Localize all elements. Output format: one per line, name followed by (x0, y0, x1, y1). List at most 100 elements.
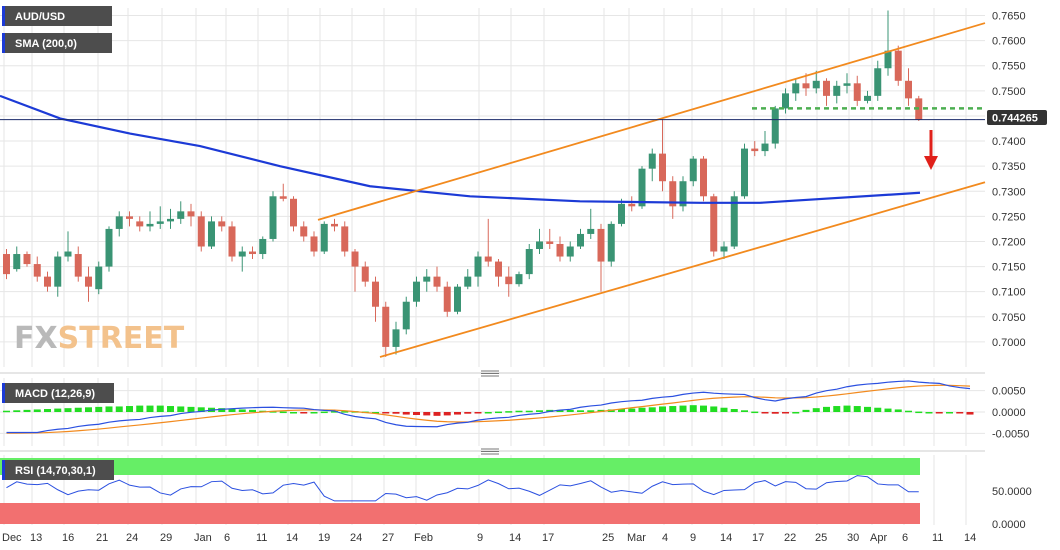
date-tick-label: Apr (870, 532, 887, 544)
rsi-axis: 50.0000 0.0000 (992, 486, 1032, 531)
candle-body (546, 241, 554, 244)
candle-body (64, 251, 72, 257)
candle-body (669, 181, 677, 207)
macd-histogram-bar (13, 410, 21, 412)
resize-handle[interactable] (481, 370, 499, 377)
candle-body (454, 286, 461, 312)
macd-histogram-bar (392, 412, 400, 414)
date-tick-label: 14 (720, 532, 732, 544)
candle-body (341, 226, 349, 252)
candle-body (197, 216, 205, 247)
macd-histogram-bar (864, 406, 871, 412)
date-tick-label: 17 (542, 532, 554, 544)
resize-handle[interactable] (481, 448, 499, 455)
macd-histogram-bar (464, 412, 472, 414)
price-tick-label: 0.7600 (992, 36, 1026, 48)
candle-body (361, 266, 369, 282)
macd-histogram-bar (290, 412, 297, 414)
candle-body (423, 276, 431, 282)
candle-body (279, 196, 287, 199)
macd-histogram-bar (372, 412, 379, 414)
price-tick-label: 0.7350 (992, 161, 1026, 173)
rsi-legend[interactable]: RSI (14,70,30,1) (2, 460, 114, 480)
channel-lower-line (379, 181, 986, 358)
date-tick-label: 24 (350, 532, 362, 544)
macd-histogram-bar (689, 405, 697, 412)
symbol-legend[interactable]: AUD/USD (2, 6, 112, 26)
candle-body (833, 85, 841, 96)
date-tick-label: Feb (414, 532, 433, 544)
macd-histogram-bar (95, 406, 103, 412)
price-tick-label: 0.7000 (992, 337, 1026, 349)
down-arrow-head (924, 156, 938, 170)
date-tick-label: 6 (224, 532, 230, 544)
candle-body (320, 223, 328, 252)
sma-legend-label: SMA (200,0) (15, 38, 77, 50)
candle-body (208, 221, 215, 247)
candle-body (607, 223, 615, 262)
candle-body (146, 223, 154, 227)
date-tick-label: 25 (815, 532, 827, 544)
macd-legend-label: MACD (12,26,9) (15, 388, 95, 400)
candle-body (792, 83, 800, 94)
macd-histogram-bar (935, 412, 943, 414)
macd-histogram-bar (823, 406, 830, 412)
macd-histogram-bar (310, 412, 318, 414)
candle-body (3, 254, 10, 275)
macd-histogram-bar (331, 411, 338, 413)
sma-legend[interactable]: SMA (200,0) (2, 33, 112, 53)
macd-histogram-bar (105, 406, 113, 412)
macd-histogram-bar (905, 410, 912, 413)
macd-histogram-bar (659, 406, 666, 412)
macd-tick-label: 0.0000 (992, 407, 1026, 419)
candle-body (54, 256, 62, 287)
macd-histogram-bar (525, 410, 533, 413)
candle-body (269, 196, 277, 239)
date-tick-label: 27 (382, 532, 394, 544)
macd-histogram-bar (894, 409, 902, 412)
macd-histogram-bar (218, 408, 226, 412)
date-tick-label: 13 (30, 532, 42, 544)
candle-body (864, 95, 871, 101)
macd-histogram-bar (74, 407, 82, 412)
date-tick-label: 14 (509, 532, 521, 544)
candle-body (167, 218, 174, 222)
macd-histogram-bar (146, 405, 154, 412)
rsi-line (6, 475, 919, 502)
macd-histogram-bar (669, 406, 677, 412)
candle-body (648, 153, 656, 169)
candle-body (751, 148, 759, 152)
candle-body (905, 80, 912, 99)
date-axis: Dec 13 16 21 24 29 Jan 6 11 14 19 24 27 Feb 9 14 17 25 Mar… (2, 532, 976, 544)
candle-body (843, 83, 851, 86)
date-tick-label: 21 (96, 532, 108, 544)
macd-line (6, 380, 971, 434)
candle-body (894, 50, 902, 81)
candle-body (413, 281, 420, 302)
macd-legend[interactable]: MACD (12,26,9) (2, 383, 114, 403)
candle-body (720, 246, 728, 252)
candle-body (136, 221, 144, 227)
candle-body (300, 226, 308, 237)
main-panel (0, 0, 985, 369)
date-tick-label: Dec (2, 532, 22, 544)
candle-body (525, 249, 533, 275)
macd-histogram-bar (320, 411, 328, 414)
symbol-legend-label: AUD/USD (15, 11, 65, 23)
candle-body (259, 238, 267, 255)
date-tick-label: 14 (286, 532, 298, 544)
date-tick-label: Mar (627, 532, 646, 544)
macd-histogram-bar (782, 412, 789, 414)
price-tick-label: 0.7250 (992, 211, 1026, 223)
watermark-fx: FX (14, 321, 58, 356)
candle-body (853, 83, 861, 101)
candle-body (823, 80, 830, 96)
macd-histogram-bar (300, 412, 308, 414)
macd-axis: 0.0050 0.0000 -0.0050 (992, 386, 1029, 441)
macd-histogram-bar (638, 407, 646, 412)
date-tick-label: 9 (690, 532, 696, 544)
candle-body (710, 196, 718, 252)
macd-histogram-bar (874, 407, 882, 412)
macd-tick-label: 0.0050 (992, 386, 1026, 398)
date-tick-label: 22 (784, 532, 796, 544)
